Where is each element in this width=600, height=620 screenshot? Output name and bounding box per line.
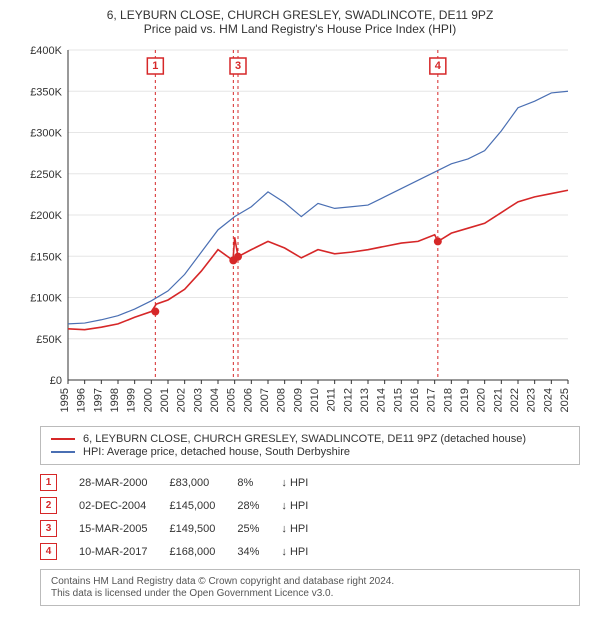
transaction-hpi: ↓ HPI (281, 494, 330, 517)
svg-text:2007: 2007 (259, 388, 271, 412)
transaction-date: 28-MAR-2000 (79, 471, 169, 494)
svg-text:2017: 2017 (426, 388, 438, 412)
transaction-marker: 2 (40, 497, 57, 514)
transaction-hpi: ↓ HPI (281, 471, 330, 494)
svg-text:2021: 2021 (492, 388, 504, 412)
svg-text:2022: 2022 (509, 388, 521, 412)
transaction-price: £149,500 (169, 517, 237, 540)
svg-text:2014: 2014 (376, 388, 388, 412)
transaction-price: £145,000 (169, 494, 237, 517)
line-chart-svg: £0 £50K £100K £150K £200K £250K £300K £350K £400… (20, 40, 580, 420)
svg-text:2002: 2002 (176, 388, 188, 412)
transaction-marker: 4 (40, 543, 57, 560)
legend-swatch (51, 451, 75, 453)
svg-text:£150K: £150K (30, 251, 62, 263)
table-row: 3 15-MAR-2005£149,50025%↓ HPI (40, 517, 330, 540)
chart-area: £0 £50K £100K £150K £200K £250K £300K £350K £400… (20, 40, 580, 420)
svg-text:2016: 2016 (409, 388, 421, 412)
transaction-price: £168,000 (169, 540, 237, 563)
svg-text:£100K: £100K (30, 293, 62, 305)
transaction-marker: 3 (40, 520, 57, 537)
legend-label: 6, LEYBURN CLOSE, CHURCH GRESLEY, SWADLI… (83, 433, 526, 445)
svg-text:2009: 2009 (292, 388, 304, 412)
transaction-pct: 28% (237, 494, 281, 517)
svg-text:£300K: £300K (30, 128, 62, 140)
svg-text:2001: 2001 (159, 388, 171, 412)
table-row: 2 02-DEC-2004£145,00028%↓ HPI (40, 494, 330, 517)
svg-text:2012: 2012 (342, 388, 354, 412)
svg-text:2015: 2015 (392, 388, 404, 412)
attribution-footer: Contains HM Land Registry data © Crown c… (40, 569, 580, 606)
svg-text:2008: 2008 (276, 388, 288, 412)
legend-label: HPI: Average price, detached house, Sout… (83, 446, 350, 458)
svg-text:2006: 2006 (242, 388, 254, 412)
legend-item: HPI: Average price, detached house, Sout… (51, 446, 569, 458)
svg-text:2000: 2000 (142, 388, 154, 412)
legend-item: 6, LEYBURN CLOSE, CHURCH GRESLEY, SWADLI… (51, 433, 569, 445)
svg-text:2025: 2025 (559, 388, 571, 412)
svg-text:1995: 1995 (59, 388, 71, 412)
transaction-date: 10-MAR-2017 (79, 540, 169, 563)
legend: 6, LEYBURN CLOSE, CHURCH GRESLEY, SWADLI… (40, 426, 580, 465)
svg-text:1998: 1998 (109, 388, 121, 412)
chart-title: 6, LEYBURN CLOSE, CHURCH GRESLEY, SWADLI… (8, 8, 592, 36)
svg-text:£350K: £350K (30, 86, 62, 98)
transaction-hpi: ↓ HPI (281, 517, 330, 540)
transaction-date: 15-MAR-2005 (79, 517, 169, 540)
svg-text:1: 1 (152, 60, 158, 72)
transaction-date: 02-DEC-2004 (79, 494, 169, 517)
svg-text:2019: 2019 (459, 388, 471, 412)
transaction-hpi: ↓ HPI (281, 540, 330, 563)
svg-text:2003: 2003 (192, 388, 204, 412)
svg-text:£0: £0 (50, 375, 62, 387)
svg-text:2024: 2024 (542, 388, 554, 412)
svg-text:£400K: £400K (30, 45, 62, 57)
svg-text:1997: 1997 (92, 388, 104, 412)
svg-text:2011: 2011 (326, 388, 338, 412)
footer-line2: This data is licensed under the Open Gov… (51, 588, 569, 599)
transaction-pct: 34% (237, 540, 281, 563)
svg-text:£50K: £50K (36, 334, 62, 346)
title-address: 6, LEYBURN CLOSE, CHURCH GRESLEY, SWADLI… (8, 8, 592, 22)
svg-text:1996: 1996 (76, 388, 88, 412)
svg-text:£250K: £250K (30, 169, 62, 181)
footer-line1: Contains HM Land Registry data © Crown c… (51, 576, 569, 587)
svg-text:2004: 2004 (209, 388, 221, 412)
svg-text:4: 4 (435, 60, 442, 72)
transaction-pct: 8% (237, 471, 281, 494)
table-row: 1 28-MAR-2000£83,0008%↓ HPI (40, 471, 330, 494)
title-subtitle: Price paid vs. HM Land Registry's House … (8, 22, 592, 36)
svg-text:2013: 2013 (359, 388, 371, 412)
transaction-pct: 25% (237, 517, 281, 540)
legend-swatch (51, 438, 75, 440)
table-row: 4 10-MAR-2017£168,00034%↓ HPI (40, 540, 330, 563)
svg-text:2005: 2005 (226, 388, 238, 412)
svg-text:2010: 2010 (309, 388, 321, 412)
svg-text:2023: 2023 (526, 388, 538, 412)
svg-text:3: 3 (235, 60, 241, 72)
transactions-table: 128-MAR-2000£83,0008%↓ HPI202-DEC-2004£1… (40, 471, 330, 563)
svg-text:1999: 1999 (126, 388, 138, 412)
svg-text:£200K: £200K (30, 210, 62, 222)
transaction-price: £83,000 (169, 471, 237, 494)
svg-text:2018: 2018 (442, 388, 454, 412)
svg-text:2020: 2020 (476, 388, 488, 412)
transaction-marker: 1 (40, 474, 57, 491)
